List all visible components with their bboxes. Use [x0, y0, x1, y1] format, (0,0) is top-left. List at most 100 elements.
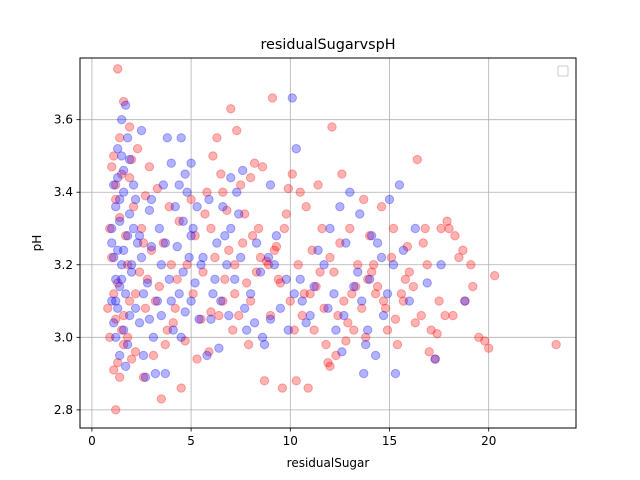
- scatter-point: [400, 274, 411, 284]
- scatter-point: [362, 274, 373, 284]
- scatter-point: [402, 241, 413, 252]
- scatter-point: [424, 347, 434, 357]
- scatter-point: [283, 183, 294, 194]
- scatter-point: [109, 180, 119, 190]
- scatter-point: [237, 238, 248, 248]
- scatter-point: [118, 165, 129, 176]
- scatter-point: [136, 125, 147, 136]
- scatter-point: [309, 281, 319, 292]
- x-tick-label: 0: [88, 434, 96, 448]
- scatter-point: [172, 274, 182, 284]
- scatter-point: [202, 187, 212, 197]
- scatter-point: [111, 274, 121, 284]
- scatter-point: [331, 350, 341, 361]
- scatter-point: [317, 223, 327, 234]
- scatter-point: [275, 278, 286, 288]
- scatter-point: [303, 383, 313, 393]
- scatter-point: [325, 252, 335, 263]
- scatter-point: [186, 296, 196, 306]
- scatter-point: [319, 260, 329, 270]
- scatter-point: [202, 350, 212, 361]
- series-1: [107, 93, 470, 382]
- scatter-point: [120, 100, 131, 110]
- scatter-point: [109, 289, 119, 299]
- scatter-point: [368, 260, 379, 270]
- scatter-point: [410, 223, 420, 234]
- scatter-point: [226, 104, 236, 114]
- scatter-point: [436, 223, 446, 234]
- scatter-point: [335, 238, 345, 248]
- scatter-point: [315, 267, 325, 277]
- scatter-point: [140, 191, 151, 201]
- scatter-point: [305, 310, 315, 321]
- scatter-point: [305, 289, 315, 299]
- scatter-point: [323, 303, 333, 313]
- scatter-point: [164, 202, 174, 212]
- grid: [80, 58, 576, 428]
- scatter-point: [448, 310, 458, 321]
- scatter-point: [226, 223, 236, 234]
- scatter-point: [416, 310, 426, 321]
- scatter-point: [107, 223, 117, 234]
- scatter-point: [194, 314, 204, 324]
- scatter-point: [178, 267, 188, 277]
- scatter-point: [172, 241, 182, 252]
- scatter-point: [440, 310, 450, 321]
- scatter-point: [412, 154, 422, 165]
- scatter-point: [251, 238, 262, 248]
- scatter-point: [301, 318, 311, 328]
- scatter-point: [364, 274, 375, 284]
- scatter-point: [136, 223, 147, 234]
- scatter-point: [198, 252, 208, 263]
- scatter-point: [146, 241, 157, 252]
- scatter-point: [297, 296, 307, 306]
- scatter-point: [339, 296, 349, 306]
- scatter-point: [430, 354, 440, 364]
- scatter-point: [359, 368, 369, 379]
- scatter-point: [251, 267, 262, 277]
- scatter-point: [114, 372, 125, 382]
- scatter-point: [162, 325, 173, 335]
- scatter-point: [355, 209, 365, 219]
- scatter-point: [347, 289, 357, 299]
- scatter-point: [380, 303, 391, 313]
- scatter-point: [422, 278, 432, 288]
- scatter-point: [166, 260, 176, 270]
- scatter-point: [436, 260, 446, 270]
- scatter-point: [116, 151, 127, 161]
- scatter-point: [230, 274, 240, 284]
- scatter-point: [148, 332, 159, 343]
- scatter-point: [126, 260, 137, 270]
- scatter-point: [458, 245, 468, 255]
- scatter-point: [313, 245, 323, 255]
- scatter-point: [206, 314, 216, 324]
- scatter-point: [372, 238, 383, 248]
- scatter-point: [120, 361, 131, 372]
- scatter-point: [113, 64, 123, 74]
- scatter-point: [212, 133, 222, 143]
- scatter-point: [118, 245, 129, 255]
- scatter-point: [114, 212, 125, 223]
- scatter-point: [152, 183, 163, 194]
- scatter-point: [111, 180, 121, 190]
- scatter-point: [113, 358, 123, 368]
- scatter-point: [339, 310, 349, 321]
- scatter-point: [190, 278, 200, 288]
- scatter-point: [109, 151, 119, 161]
- scatter-point: [216, 169, 226, 179]
- scatter-point: [271, 241, 282, 252]
- scatter-point: [259, 376, 270, 386]
- scatter-point: [128, 180, 139, 190]
- scatter-point: [158, 180, 169, 190]
- series-0: [103, 64, 561, 415]
- scatter-point: [269, 260, 280, 270]
- scatter-point: [134, 267, 145, 277]
- scatter-point: [337, 347, 347, 357]
- scatter-point: [136, 252, 147, 263]
- scatter-point: [394, 180, 405, 190]
- scatter-point: [422, 260, 432, 270]
- scatter-point: [329, 289, 339, 299]
- scatter-point: [234, 209, 244, 219]
- scatter-point: [114, 194, 125, 205]
